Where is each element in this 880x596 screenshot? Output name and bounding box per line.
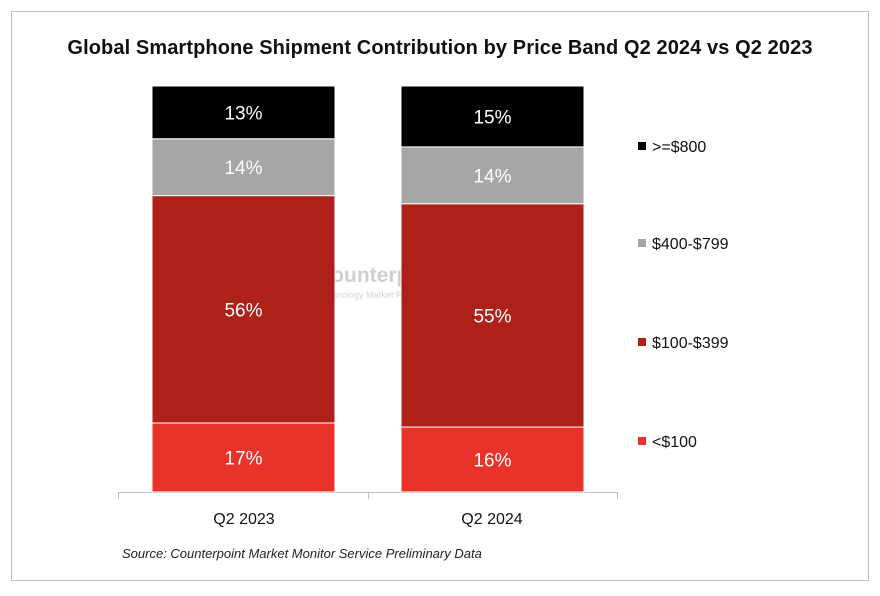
legend-label-1: $400-$799 [652,236,729,253]
legend-label-2: $100-$399 [652,335,729,352]
legend-label-0: >=$800 [652,139,706,156]
legend-swatch-1 [638,239,646,247]
data-label-0-1: 56% [224,300,262,321]
bar-segment-1-0 [400,426,585,493]
bar-segment-0-1 [151,195,336,424]
data-label-0-0: 17% [224,448,262,469]
source-note: Source: Counterpoint Market Monitor Serv… [122,546,482,561]
legend-swatch-3 [638,437,646,445]
data-label-1-1: 55% [473,306,511,327]
data-label-1-0: 16% [473,451,511,472]
legend-swatch-0 [638,142,646,150]
watermark-subtitle: Technology Market Research [318,290,435,300]
bar-segment-0-3 [151,85,336,140]
x-tick-label-0: Q2 2023 [213,511,274,528]
data-label-0-3: 13% [224,103,262,124]
bar-segment-0-2 [151,138,336,197]
bar-segment-1-1 [400,203,585,428]
x-tick-label-1: Q2 2024 [461,511,522,528]
data-label-1-3: 15% [473,107,511,128]
bar-segment-0-0 [151,422,336,493]
legend-label-3: <$100 [652,434,697,451]
legend-swatch-2 [638,338,646,346]
chart-title: Global Smartphone Shipment Contribution … [67,37,813,59]
data-label-1-2: 14% [473,166,511,187]
data-label-0-2: 14% [224,158,262,179]
bar-segment-1-3 [400,85,585,148]
